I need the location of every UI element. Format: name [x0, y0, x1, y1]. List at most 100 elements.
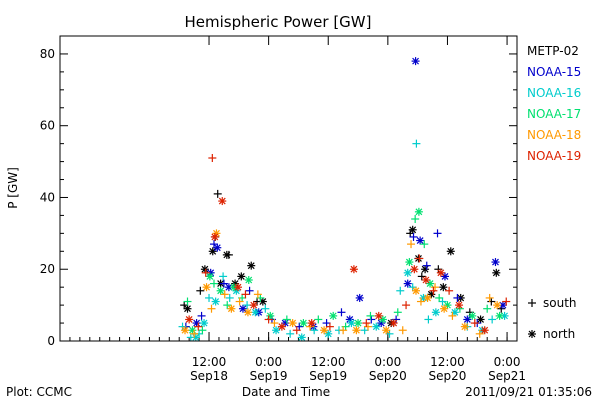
data-point: [244, 276, 253, 284]
data-point: [183, 304, 192, 313]
legend-entry: NOAA-19: [527, 149, 581, 163]
marker-stroke: [350, 265, 358, 273]
marker-stroke: [492, 258, 499, 266]
marker-stroke: [404, 280, 412, 288]
marker-stroke: [461, 323, 469, 331]
data-point: [435, 293, 444, 302]
marker-stroke: [437, 269, 445, 277]
data-point: [292, 326, 301, 335]
data-point: [299, 319, 308, 328]
data-point: [196, 286, 205, 295]
legend-entry: NOAA-15: [527, 65, 581, 79]
marker-stroke: [439, 283, 447, 291]
x-tick-date-label: Sep18: [190, 369, 228, 383]
data-point: [408, 225, 417, 234]
data-point: [339, 326, 348, 335]
marker-stroke: [259, 298, 267, 305]
x-tick-date-label: Sep21: [488, 369, 526, 383]
data-point: [440, 304, 449, 313]
series-legend: METP-02 NOAA-15 NOAA-16 NOAA-17 NOAA-18 NOAA-…: [527, 44, 581, 163]
data-point: [498, 301, 507, 310]
data-point: [448, 311, 457, 320]
data-point: [488, 315, 497, 324]
marker-stroke: [404, 269, 412, 277]
data-point: [480, 326, 489, 335]
data-point: [396, 286, 405, 295]
data-point: [202, 283, 211, 292]
marker-stroke: [410, 265, 418, 273]
marker-stroke: [493, 301, 501, 309]
marker-stroke: [405, 258, 413, 266]
data-point: [185, 315, 194, 324]
marker-stroke: [412, 287, 420, 295]
marker-stroke: [320, 326, 328, 334]
data-point: [347, 319, 356, 328]
data-point: [416, 236, 425, 245]
marker-stroke: [372, 323, 380, 331]
marker-stroke: [492, 269, 500, 277]
data-point: [251, 308, 260, 317]
marker-stroke: [447, 247, 455, 255]
data-point: [421, 265, 430, 274]
data-point: [337, 308, 346, 317]
data-point: [429, 286, 438, 295]
data-point: [476, 315, 485, 324]
data-point: [225, 293, 234, 302]
data-point: [414, 207, 423, 216]
data-point: [223, 301, 232, 310]
data-point: [439, 283, 448, 292]
marker-stroke: [375, 312, 383, 320]
legend-entry: NOAA-17: [527, 107, 581, 121]
marker-stroke: [415, 208, 423, 216]
y-tick-label: 0: [47, 334, 55, 348]
data-point: [261, 304, 270, 313]
y-tick-label: 40: [40, 190, 55, 204]
data-point: [208, 247, 217, 256]
marker-stroke: [192, 333, 200, 341]
marker-stroke: [213, 244, 221, 252]
marker-stroke: [289, 319, 297, 327]
marker-stroke: [496, 312, 504, 320]
data-point: [405, 258, 414, 267]
data-point: [389, 319, 398, 328]
data-point: [264, 315, 273, 324]
data-point: [241, 290, 250, 299]
data-point: [245, 286, 254, 295]
legend-entry: NOAA-16: [527, 86, 581, 100]
data-point: [502, 297, 511, 306]
marker-stroke: [440, 305, 448, 313]
data-point: [487, 297, 496, 306]
marker-stroke: [455, 301, 463, 309]
data-point: [233, 283, 242, 292]
marker-stroke: [382, 326, 390, 334]
data-point: [411, 215, 420, 223]
marker-stroke: [422, 276, 430, 284]
data-point: [424, 315, 433, 324]
marker-stroke: [211, 233, 219, 241]
data-point: [445, 286, 454, 295]
data-point: [208, 154, 217, 162]
data-point: [475, 329, 484, 338]
marker-stroke: [278, 323, 286, 331]
x-tick-time-label: 12:00: [430, 355, 465, 369]
data-point: [201, 268, 210, 277]
x-tick-date-label: Sep20: [369, 369, 407, 383]
data-point: [197, 311, 206, 320]
marker-stroke: [426, 280, 434, 288]
data-point: [209, 279, 218, 288]
data-point: [320, 326, 329, 335]
marker-stroke: [206, 272, 214, 280]
data-point: [495, 311, 504, 320]
data-point: [493, 301, 502, 310]
marker-stroke: [416, 237, 424, 244]
data-point: [272, 326, 281, 335]
data-point: [453, 293, 462, 302]
data-point: [282, 315, 291, 324]
x-tick-date-label: Sep20: [429, 369, 467, 383]
data-point: [322, 319, 331, 328]
data-point: [325, 322, 334, 331]
data-point: [410, 265, 419, 274]
data-point: [227, 304, 236, 313]
data-point: [362, 319, 371, 328]
data-point: [286, 329, 295, 338]
